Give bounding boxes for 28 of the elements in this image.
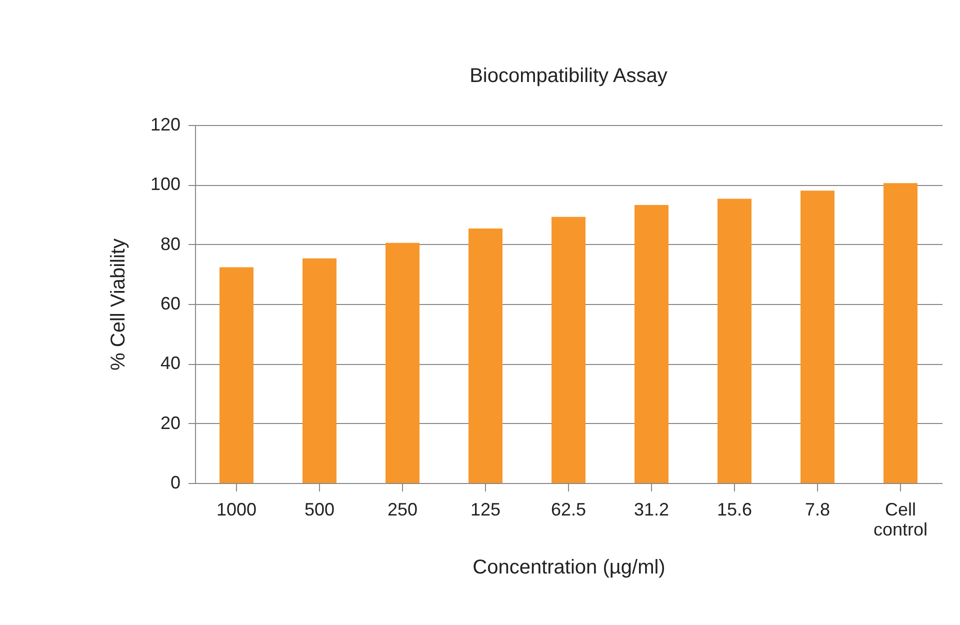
x-tick-label: 62.5 xyxy=(550,500,586,520)
bar xyxy=(634,204,668,483)
x-tick-label: 125 xyxy=(470,500,501,520)
y-tick-label: 0 xyxy=(170,472,180,492)
bar xyxy=(718,198,752,483)
y-tick-label: 60 xyxy=(160,294,180,314)
y-tick-label: 120 xyxy=(150,114,180,134)
bar xyxy=(220,267,254,483)
y-tick-label: 40 xyxy=(160,353,180,374)
y-tick-label: 100 xyxy=(150,174,180,194)
y-tick-label: 20 xyxy=(160,412,180,433)
x-tick-label: 500 xyxy=(304,500,335,520)
y-axis-title: % Cell Viability xyxy=(107,238,130,370)
x-tick-label: 250 xyxy=(387,500,418,520)
bar xyxy=(884,183,918,483)
x-tick-label: 1000 xyxy=(216,500,257,520)
x-tick-label: 31.2 xyxy=(634,500,670,520)
chart-title: Biocompatibility Assay xyxy=(470,65,668,87)
x-tick-label: 15.6 xyxy=(716,500,752,520)
bar xyxy=(800,190,834,483)
x-tick-label: Cell control xyxy=(873,500,928,540)
x-tick-label: 7.8 xyxy=(804,500,830,520)
x-axis-title: Concentration (µg/ml) xyxy=(472,556,666,578)
y-tick-label: 80 xyxy=(160,234,180,254)
bar xyxy=(552,216,586,483)
bar xyxy=(386,242,420,483)
bar xyxy=(302,258,336,483)
bar xyxy=(468,228,502,483)
